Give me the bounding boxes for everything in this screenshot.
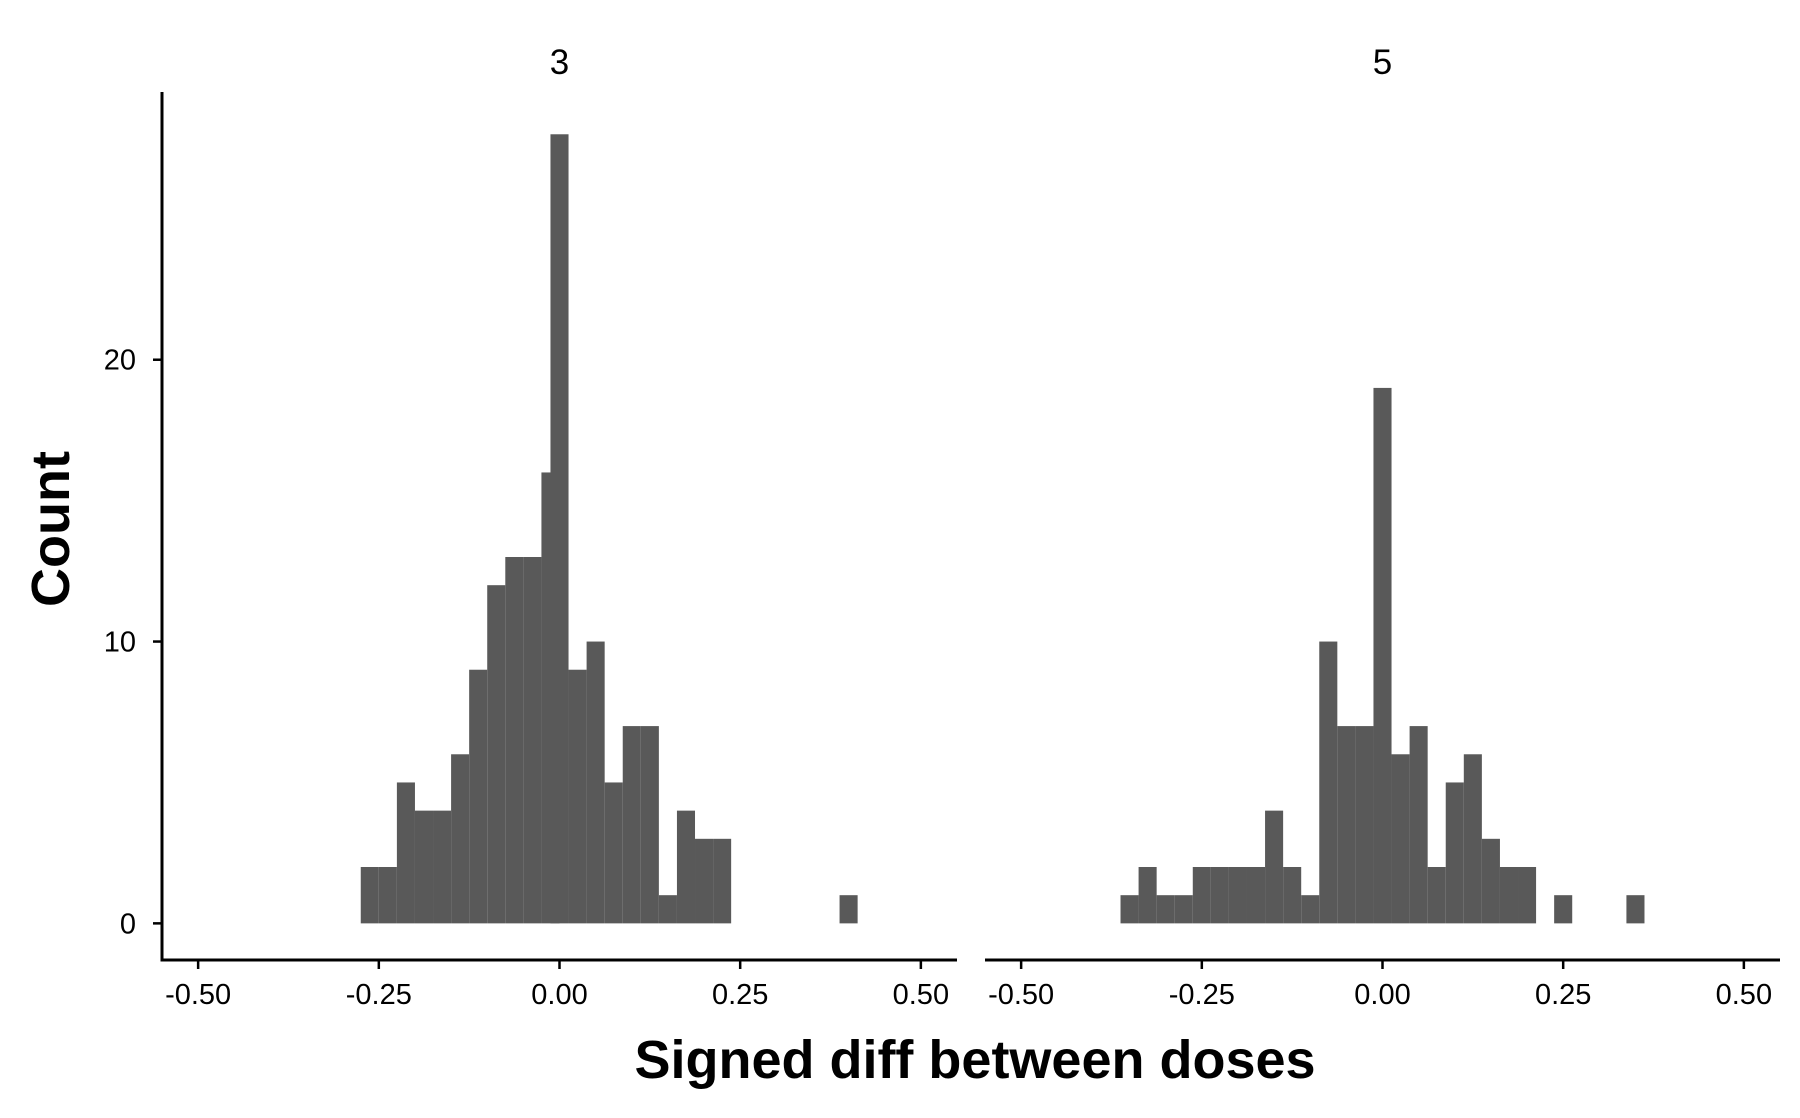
histogram-bar	[1174, 895, 1193, 924]
histogram-bar	[1409, 726, 1428, 924]
histogram-bar	[433, 810, 452, 924]
histogram-bar	[1265, 810, 1284, 924]
histogram-bar	[1391, 754, 1410, 924]
strip-label: 3	[550, 43, 569, 82]
histogram-bar	[568, 669, 587, 924]
histogram-bar	[839, 895, 858, 924]
histogram-bar	[1355, 726, 1374, 924]
y-tick-label: 20	[104, 345, 136, 377]
x-tick-label: 0.25	[1535, 979, 1591, 1011]
histogram-bar	[676, 810, 696, 924]
histogram-bar	[1373, 387, 1392, 924]
histogram-bar	[1518, 867, 1537, 924]
histogram-bar	[1246, 867, 1266, 924]
histogram-bars	[1120, 387, 1645, 924]
histogram-bars	[360, 134, 858, 924]
histogram-bar	[451, 754, 470, 924]
panel-3: 3 -0.50 -0.25 0.00 0.25 0.50 0 10 20	[104, 43, 957, 1011]
histogram-bar	[658, 895, 677, 924]
x-tick-label: 0.50	[1716, 979, 1772, 1011]
histogram-bar	[604, 782, 623, 924]
panel-5: 5 -0.50 -0.25 0.00 0.25 0.50	[985, 43, 1780, 1011]
histogram-bar	[1210, 867, 1229, 924]
histogram-bar	[1192, 867, 1211, 924]
histogram-bar	[640, 726, 659, 924]
y-tick-label: 0	[120, 908, 136, 940]
x-tick-label: -0.25	[346, 979, 412, 1011]
x-tick-label: 0.00	[1354, 979, 1410, 1011]
histogram-bar	[550, 134, 569, 924]
histogram-bar	[1626, 895, 1645, 924]
histogram-bar	[622, 726, 641, 924]
strip-label: 5	[1373, 43, 1392, 82]
histogram-bar	[378, 867, 397, 924]
histogram-bar	[396, 782, 415, 924]
x-tick-label: 0.50	[893, 979, 949, 1011]
x-tick-label: -0.25	[1169, 979, 1235, 1011]
histogram-bar	[1499, 867, 1519, 924]
histogram-bar	[1319, 641, 1338, 924]
histogram-bar	[1463, 754, 1482, 924]
histogram-bar	[414, 810, 434, 924]
histogram-bar	[1283, 867, 1302, 924]
x-tick-label: 0.25	[712, 979, 768, 1011]
histogram-bar	[1445, 782, 1464, 924]
x-axis-title: Signed diff between doses	[634, 1030, 1315, 1090]
histogram-bar	[1120, 895, 1139, 924]
x-tick-label: 0.00	[531, 979, 587, 1011]
histogram-bar	[1481, 838, 1500, 924]
y-tick-label: 10	[104, 627, 136, 659]
histogram-bar	[1156, 895, 1175, 924]
histogram-bar	[1301, 895, 1320, 924]
histogram-bar	[713, 838, 732, 924]
histogram-bar	[1554, 895, 1573, 924]
histogram-bar	[1138, 867, 1157, 924]
histogram-bar	[1228, 867, 1247, 924]
y-axis-title: Count	[21, 451, 81, 607]
x-tick-label: -0.50	[165, 979, 231, 1011]
histogram-bar	[360, 867, 379, 924]
histogram-bar	[469, 669, 488, 924]
histogram-bar	[1337, 726, 1356, 924]
x-tick-label: -0.50	[988, 979, 1054, 1011]
histogram-bar	[523, 557, 542, 924]
histogram-bar	[505, 557, 524, 924]
histogram-bar	[487, 585, 506, 924]
histogram-bar	[586, 641, 605, 924]
histogram-bar	[695, 838, 714, 924]
histogram-bar	[1427, 867, 1446, 924]
panels-layer: 3 -0.50 -0.25 0.00 0.25 0.50 0 10 20 5 -0.50 -0.25 0…	[104, 43, 1780, 1011]
